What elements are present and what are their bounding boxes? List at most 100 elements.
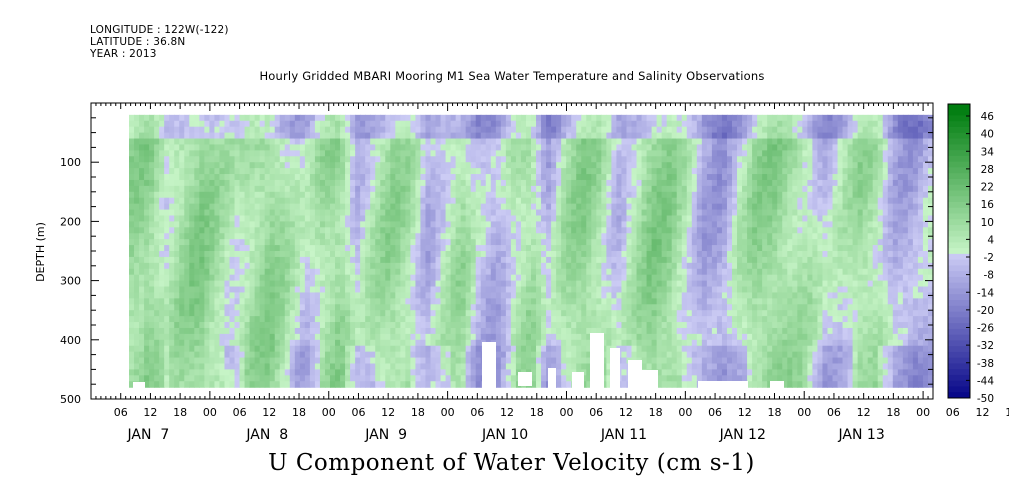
field-cell: [490, 310, 497, 317]
field-cell: [510, 215, 517, 222]
field-cell: [536, 174, 542, 181]
field-cell: [571, 310, 577, 317]
field-cell: [219, 369, 226, 376]
field-cell: [566, 322, 572, 329]
field-cell: [184, 339, 190, 347]
field-cell: [651, 191, 658, 199]
field-cell: [410, 174, 417, 181]
field-cell: [666, 132, 673, 140]
field-cell: [646, 280, 653, 288]
field-cell: [214, 114, 221, 122]
field-cell: [239, 185, 246, 193]
field-cell: [375, 286, 381, 294]
field-cell: [515, 114, 522, 122]
field-cell: [370, 375, 376, 382]
field-cell: [460, 256, 467, 264]
field-cell: [425, 274, 432, 282]
field-cell: [229, 179, 236, 187]
field-cell: [380, 304, 386, 311]
field-cell: [244, 245, 251, 252]
field-cell: [571, 274, 577, 282]
field-cell: [365, 304, 371, 311]
field-cell: [465, 203, 472, 211]
field-cell: [490, 120, 497, 128]
field-cell: [164, 150, 170, 157]
field-cell: [304, 286, 311, 294]
field-cell: [666, 174, 673, 181]
field-cell: [134, 245, 140, 252]
field-cell: [621, 185, 628, 193]
field-cell: [284, 333, 291, 341]
field-cell: [304, 120, 311, 128]
field-cell: [199, 262, 205, 270]
field-cell: [259, 375, 266, 382]
field-cell: [340, 233, 346, 240]
field-cell: [646, 120, 653, 128]
field-cell: [375, 375, 381, 382]
field-cell: [641, 227, 648, 234]
field-cell: [174, 286, 180, 294]
field-cell: [299, 203, 306, 211]
field-cell: [465, 185, 472, 193]
field-cell: [661, 369, 668, 376]
field-cell: [561, 357, 567, 365]
field-cell: [515, 203, 522, 211]
field-cell: [355, 132, 361, 140]
field-cell: [566, 310, 572, 317]
field-cell: [395, 174, 401, 181]
field-cell: [425, 357, 432, 365]
field-cell: [174, 333, 180, 341]
field-cell: [475, 280, 482, 288]
field-cell: [224, 185, 231, 193]
field-cell: [189, 221, 195, 228]
field-cell: [390, 233, 396, 240]
field-cell: [616, 197, 623, 205]
field-cell: [244, 197, 251, 205]
field-cell: [525, 274, 532, 282]
field-cell: [309, 239, 316, 246]
field-cell: [395, 268, 401, 276]
field-cell: [510, 156, 517, 163]
field-cell: [495, 120, 502, 128]
field-cell: [269, 120, 276, 128]
field-cell: [239, 144, 246, 151]
field-cell: [284, 304, 291, 311]
field-cell: [631, 339, 638, 347]
field-cell: [164, 298, 170, 305]
field-cell: [470, 286, 477, 294]
field-cell: [546, 203, 552, 211]
field-cell: [556, 144, 562, 151]
field-cell: [455, 215, 462, 222]
field-cell: [355, 327, 361, 335]
field-cell: [309, 298, 316, 305]
field-cell: [340, 185, 346, 193]
field-cell: [299, 351, 306, 359]
field-cell: [601, 174, 607, 181]
field-cell: [636, 162, 643, 169]
field-cell: [566, 251, 572, 258]
field-cell: [159, 179, 165, 187]
field-cell: [666, 227, 673, 234]
field-cell: [525, 150, 532, 157]
field-cell: [209, 251, 216, 258]
field-cell: [510, 345, 517, 353]
field-cell: [415, 120, 422, 128]
field-cell: [651, 144, 658, 151]
field-cell: [455, 292, 462, 299]
field-cell: [606, 256, 613, 264]
field-cell: [646, 333, 653, 341]
field-cell: [244, 138, 251, 146]
field-cell: [415, 132, 422, 140]
field-cell: [164, 304, 170, 311]
field-cell: [129, 262, 135, 270]
field-cell: [405, 286, 412, 294]
field-cell: [631, 191, 638, 199]
field-cell: [345, 298, 351, 305]
field-cell: [636, 251, 643, 258]
field-cell: [274, 268, 281, 276]
field-cell: [636, 327, 643, 335]
field-cell: [340, 174, 346, 181]
field-cell: [390, 357, 396, 365]
field-cell: [380, 292, 386, 299]
field-cell: [219, 245, 226, 252]
